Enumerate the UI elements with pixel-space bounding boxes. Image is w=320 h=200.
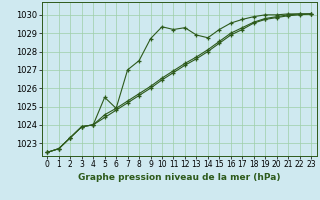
X-axis label: Graphe pression niveau de la mer (hPa): Graphe pression niveau de la mer (hPa) (78, 173, 280, 182)
